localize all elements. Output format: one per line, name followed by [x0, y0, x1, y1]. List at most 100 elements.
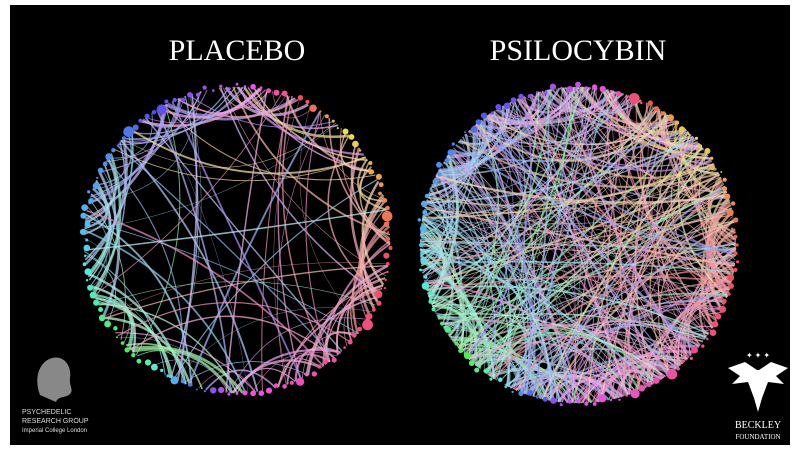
node	[388, 246, 393, 250]
connection	[481, 119, 613, 400]
node	[419, 268, 422, 272]
connection	[357, 158, 388, 211]
node	[432, 178, 439, 185]
connection	[188, 94, 334, 128]
connection	[361, 180, 385, 286]
connection	[173, 178, 378, 380]
connection	[424, 281, 621, 398]
psychedelic-research-logo: PSYCHEDELIC RESEARCH GROUP Imperial Coll…	[22, 357, 89, 434]
logo-text: Imperial College London	[22, 428, 87, 434]
connection	[522, 377, 562, 403]
node	[715, 313, 722, 320]
node	[89, 291, 97, 299]
connection	[436, 312, 667, 378]
connection	[327, 135, 381, 294]
node	[464, 131, 467, 134]
node	[259, 86, 263, 90]
node	[81, 204, 89, 212]
connection	[164, 97, 297, 121]
connection	[170, 94, 202, 378]
connection	[135, 104, 181, 356]
node	[195, 92, 201, 98]
connection	[125, 342, 203, 390]
connection	[649, 164, 715, 375]
connection	[440, 320, 679, 368]
connection	[361, 196, 385, 303]
connection	[170, 95, 199, 379]
connection	[504, 371, 620, 399]
connection	[426, 199, 718, 319]
node	[735, 243, 739, 247]
node	[123, 126, 135, 138]
node	[289, 380, 294, 385]
connection	[420, 97, 635, 263]
connection	[92, 143, 125, 190]
node	[195, 388, 198, 391]
connection	[464, 220, 735, 357]
node	[654, 106, 660, 112]
node	[424, 193, 430, 199]
connection	[492, 87, 594, 379]
connection	[128, 86, 230, 135]
connection	[662, 189, 727, 348]
node	[387, 231, 389, 234]
connection	[635, 98, 736, 253]
node	[383, 252, 390, 259]
connection	[261, 96, 290, 391]
connection	[259, 88, 287, 111]
node	[322, 359, 328, 365]
node	[550, 397, 557, 404]
connection	[359, 166, 386, 203]
node	[697, 144, 703, 149]
node	[624, 96, 628, 99]
node	[120, 341, 125, 345]
connection	[339, 128, 391, 239]
node	[483, 368, 490, 374]
node	[376, 300, 382, 306]
node	[374, 290, 383, 299]
node	[527, 389, 533, 396]
node	[431, 307, 436, 312]
node	[419, 242, 424, 248]
node	[227, 87, 231, 91]
node	[368, 169, 374, 175]
node	[337, 351, 340, 354]
node	[250, 84, 256, 90]
node	[212, 89, 215, 92]
connection	[472, 96, 633, 145]
connection	[277, 114, 326, 385]
connection	[273, 100, 300, 385]
node	[609, 398, 613, 402]
node	[362, 319, 373, 331]
connection	[177, 98, 299, 118]
node	[362, 156, 365, 160]
connection	[286, 353, 331, 385]
node	[297, 95, 304, 101]
node	[181, 97, 186, 102]
connection	[421, 261, 734, 273]
connection	[510, 89, 607, 389]
connection	[694, 143, 737, 240]
node	[93, 299, 100, 306]
connection	[92, 153, 122, 295]
node	[535, 91, 539, 94]
node	[420, 258, 427, 265]
stars: ✦ ✦ ✦	[746, 351, 770, 360]
connection	[493, 108, 659, 152]
node	[618, 398, 621, 401]
node	[549, 83, 557, 91]
connection	[97, 302, 238, 394]
node	[136, 358, 142, 364]
node	[687, 133, 690, 136]
node	[504, 385, 508, 389]
node	[319, 110, 322, 113]
connection	[305, 111, 330, 363]
node	[420, 251, 425, 256]
connection	[117, 301, 352, 343]
connection	[156, 109, 232, 393]
connection	[419, 248, 653, 386]
connection	[340, 131, 374, 172]
node	[667, 114, 674, 122]
node	[113, 326, 118, 331]
